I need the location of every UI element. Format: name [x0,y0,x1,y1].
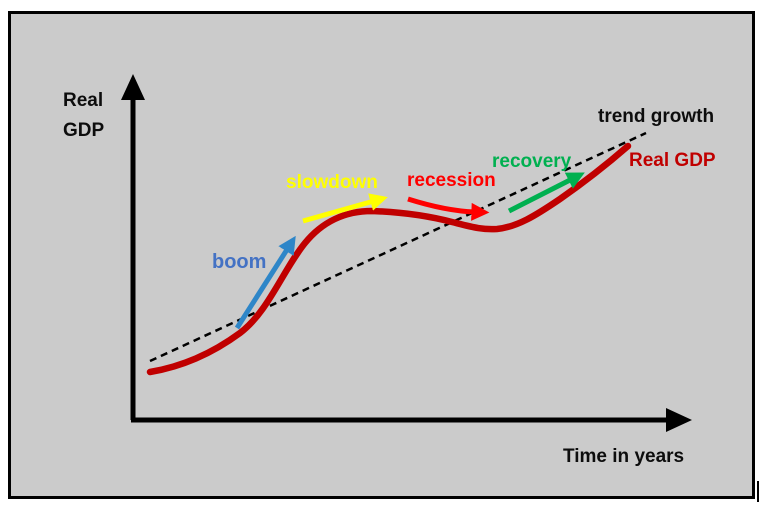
x-axis-label: Time in years [563,446,685,467]
y-axis-label-line2: GDP [63,120,105,141]
y-axis-label-line1: Real [63,90,104,111]
y-axis-arrowhead-icon [121,74,145,100]
trend-growth-label: trend growth [598,106,715,127]
x-axis-arrowhead-icon [666,408,692,432]
slowdown-arrow-icon [302,193,388,224]
recession-arrow-icon [407,196,490,221]
real-gdp-label: Real GDP [629,150,716,171]
text-cursor [757,481,759,502]
y-axis-label: Real GDP [63,86,104,146]
trend-growth-line [149,131,647,363]
real-gdp-curve [146,142,632,376]
boom-arrow-icon [234,235,296,330]
recovery-label: recovery [492,151,572,172]
recession-label: recession [407,170,496,191]
boom-label: boom [212,251,267,273]
recovery-arrow-icon [507,172,585,214]
slowdown-label: slowdown [286,172,378,193]
